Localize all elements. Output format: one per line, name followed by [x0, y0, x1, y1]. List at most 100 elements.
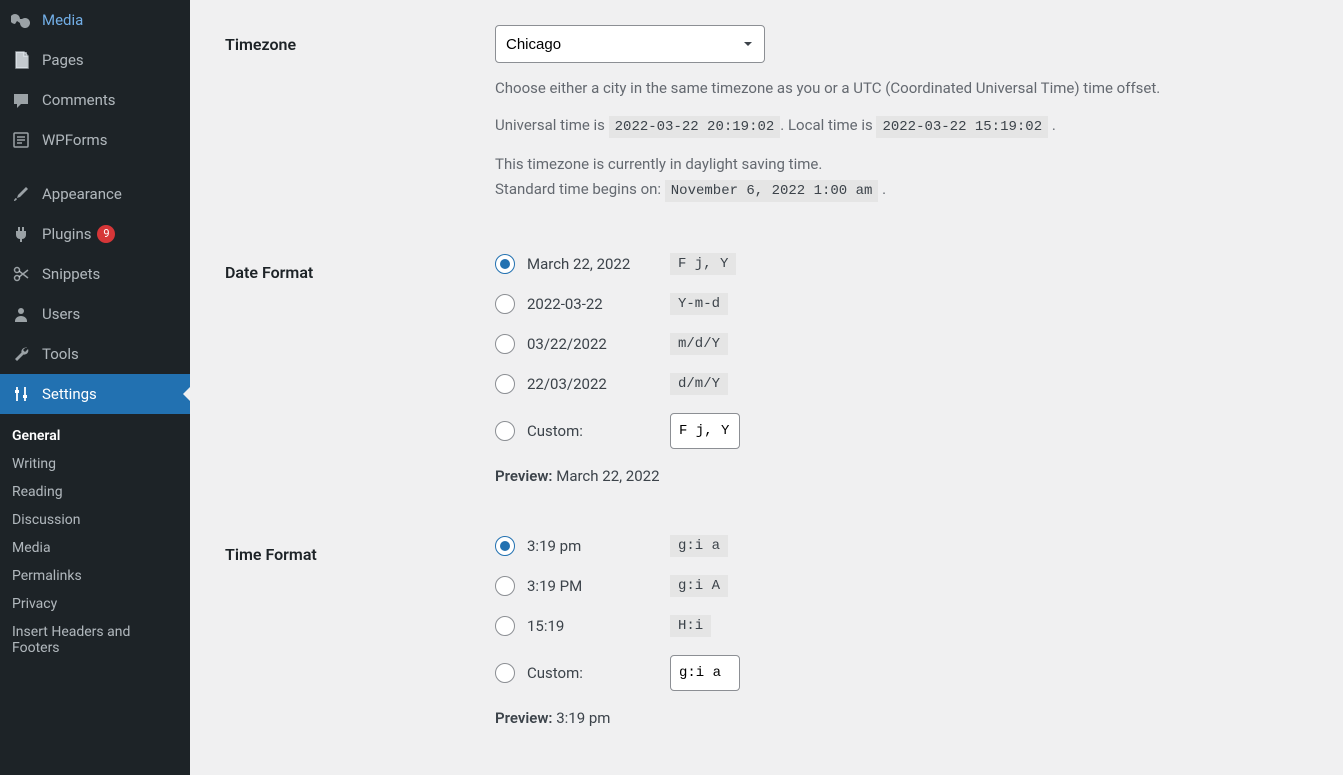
std-time-line: Standard time begins on: November 6, 202… — [495, 178, 1323, 203]
date-format-example: March 22, 2022 — [527, 255, 630, 273]
time-format-preview-label: Preview: — [495, 709, 553, 727]
time-format-custom-input[interactable] — [670, 655, 740, 691]
date-format-radio[interactable] — [495, 254, 515, 274]
settings-icon — [10, 383, 32, 405]
date-format-label: Date Format — [225, 253, 495, 485]
sidebar-item-settings[interactable]: Settings — [0, 374, 190, 414]
date-format-option: 03/22/2022m/d/Y — [495, 333, 1323, 355]
date-format-custom-option: Custom: — [495, 413, 1323, 449]
submenu-item-media[interactable]: Media — [0, 534, 190, 562]
sidebar-item-label: Snippets — [42, 265, 100, 283]
time-format-custom-radio[interactable] — [495, 663, 515, 683]
date-format-example: 22/03/2022 — [527, 375, 607, 393]
page-icon — [10, 49, 32, 71]
scissors-icon — [10, 263, 32, 285]
timezone-row: Timezone Chicago Choose either a city in… — [225, 25, 1323, 203]
sidebar-item-plugins[interactable]: Plugins 9 — [0, 214, 190, 254]
sidebar-item-users[interactable]: Users — [0, 294, 190, 334]
time-format-format-token: g:i A — [670, 575, 728, 597]
time-format-radio[interactable] — [495, 536, 515, 556]
date-format-format-token: d/m/Y — [670, 373, 728, 395]
date-format-custom-label: Custom: — [527, 422, 583, 440]
sidebar-item-wpforms[interactable]: WPForms — [0, 120, 190, 160]
date-format-example: 2022-03-22 — [527, 295, 603, 313]
time-format-option: 15:19 H:i — [495, 615, 1323, 637]
user-icon — [10, 303, 32, 325]
date-format-row: Date Format March 22, 2022 F j, Y 2022-03-… — [225, 253, 1323, 485]
admin-sidebar: Media Pages Comments WPForms Appearance Plug… — [0, 0, 190, 775]
date-format-format-token: Y-m-d — [670, 293, 728, 315]
time-format-custom-label: Custom: — [527, 664, 583, 682]
date-format-preview-value: March 22, 2022 — [553, 467, 660, 485]
time-format-row: Time Format 3:19 pm g:i a 3:19 PM g:i A 15:1… — [225, 535, 1323, 727]
time-format-custom-option: Custom: — [495, 655, 1323, 691]
time-format-example: 3:19 pm — [527, 537, 581, 555]
date-format-radio[interactable] — [495, 294, 515, 314]
std-time-badge: November 6, 2022 1:00 am — [665, 180, 879, 202]
settings-general-content: Timezone Chicago Choose either a city in… — [190, 0, 1343, 775]
time-format-format-token: g:i a — [670, 535, 728, 557]
submenu-item-discussion[interactable]: Discussion — [0, 506, 190, 534]
timezone-select[interactable]: Chicago — [495, 25, 765, 63]
date-format-preview-label: Preview: — [495, 467, 553, 485]
date-format-custom-radio-label[interactable]: Custom: — [495, 421, 670, 441]
time-format-example: 3:19 PM — [527, 577, 582, 595]
date-format-example: 03/22/2022 — [527, 335, 607, 353]
form-icon — [10, 129, 32, 151]
dst-line: This timezone is currently in daylight s… — [495, 153, 1323, 176]
update-count-badge: 9 — [97, 225, 115, 243]
sidebar-item-tools[interactable]: Tools — [0, 334, 190, 374]
date-format-radio-label[interactable]: 22/03/2022 — [495, 374, 670, 394]
sidebar-item-label: Settings — [42, 385, 97, 403]
time-format-option: 3:19 PM g:i A — [495, 575, 1323, 597]
date-format-radio-label[interactable]: 03/22/2022 — [495, 334, 670, 354]
time-format-radio-label[interactable]: 15:19 — [495, 616, 670, 636]
date-format-option: March 22, 2022 F j, Y — [495, 253, 1323, 275]
date-format-custom-radio[interactable] — [495, 421, 515, 441]
time-format-preview: Preview: 3:19 pm — [495, 709, 1323, 727]
time-format-radio[interactable] — [495, 576, 515, 596]
plugin-icon — [10, 223, 32, 245]
comment-icon — [10, 89, 32, 111]
sidebar-item-label: Pages — [42, 51, 84, 69]
time-format-radio-label[interactable]: 3:19 pm — [495, 536, 670, 556]
date-format-format-token: F j, Y — [670, 253, 736, 275]
submenu-item-privacy[interactable]: Privacy — [0, 590, 190, 618]
time-format-preview-value: 3:19 pm — [553, 709, 611, 727]
submenu-item-reading[interactable]: Reading — [0, 478, 190, 506]
date-format-option: 2022-03-22 Y-m-d — [495, 293, 1323, 315]
sidebar-item-appearance[interactable]: Appearance — [0, 174, 190, 214]
date-format-radio-label[interactable]: 2022-03-22 — [495, 294, 670, 314]
sidebar-item-label: Plugins — [42, 225, 91, 243]
time-format-radio[interactable] — [495, 616, 515, 636]
submenu-item-writing[interactable]: Writing — [0, 450, 190, 478]
submenu-item-insert-headers-and-footers[interactable]: Insert Headers and Footers — [0, 618, 190, 662]
date-format-custom-input[interactable] — [670, 413, 740, 449]
sidebar-item-pages[interactable]: Pages — [0, 40, 190, 80]
utc-time-badge: 2022-03-22 20:19:02 — [609, 116, 781, 138]
time-format-radio-label[interactable]: 3:19 PM — [495, 576, 670, 596]
date-format-radio-label[interactable]: March 22, 2022 — [495, 254, 670, 274]
sidebar-item-media[interactable]: Media — [0, 0, 190, 40]
sidebar-item-label: Comments — [42, 91, 116, 109]
date-format-radio[interactable] — [495, 334, 515, 354]
timezone-help: Choose either a city in the same timezon… — [495, 77, 1323, 100]
submenu-item-general[interactable]: General — [0, 422, 190, 450]
sidebar-item-snippets[interactable]: Snippets — [0, 254, 190, 294]
media-icon — [10, 9, 32, 31]
sidebar-item-label: Tools — [42, 345, 79, 363]
time-format-label: Time Format — [225, 535, 495, 727]
date-format-preview: Preview: March 22, 2022 — [495, 467, 1323, 485]
brush-icon — [10, 183, 32, 205]
sidebar-item-label: WPForms — [42, 131, 107, 149]
wrench-icon — [10, 343, 32, 365]
time-format-custom-radio-label[interactable]: Custom: — [495, 663, 670, 683]
sidebar-item-comments[interactable]: Comments — [0, 80, 190, 120]
date-format-option: 22/03/2022 d/m/Y — [495, 373, 1323, 395]
submenu-item-permalinks[interactable]: Permalinks — [0, 562, 190, 590]
date-format-radio[interactable] — [495, 374, 515, 394]
local-time-badge: 2022-03-22 15:19:02 — [876, 116, 1048, 138]
sidebar-item-label: Appearance — [42, 185, 122, 203]
time-format-format-token: H:i — [670, 615, 711, 637]
time-format-example: 15:19 — [527, 617, 564, 635]
